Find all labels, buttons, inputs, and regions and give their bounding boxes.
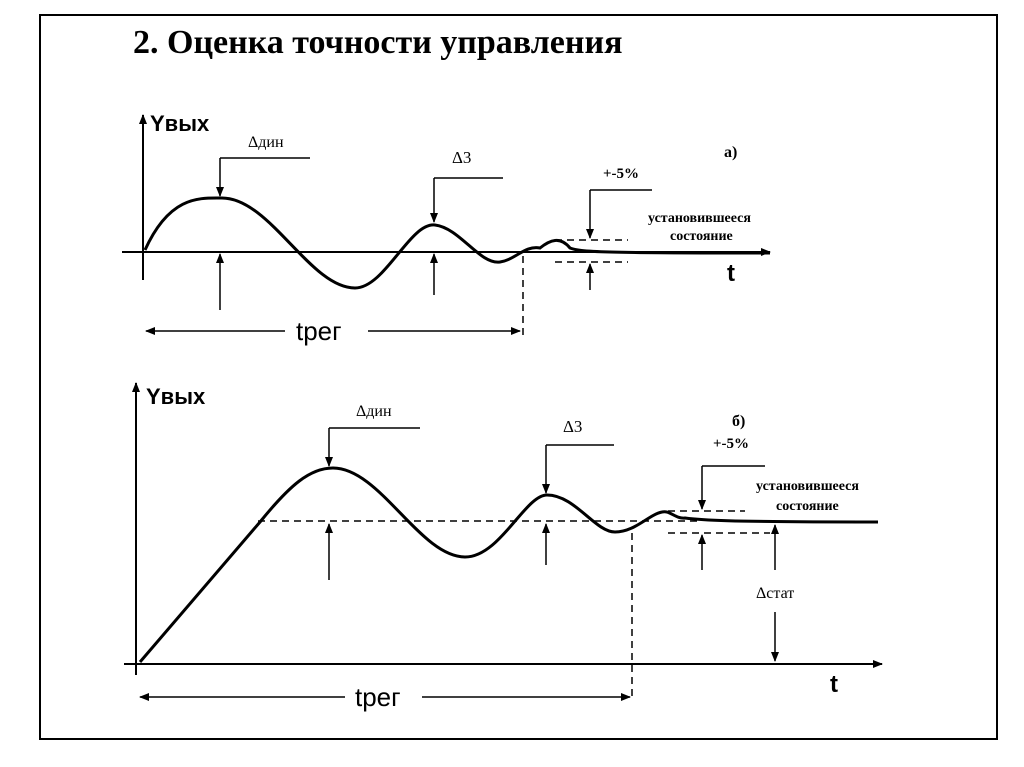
response-curve-a (143, 196, 771, 290)
y-axis-label-b: Yвых (146, 384, 206, 409)
delta3-label-b: Δ3 (563, 417, 582, 436)
steady-state-label-1-a: установившееся (648, 211, 751, 226)
tolerance-label-a: +-5% (603, 166, 639, 182)
tolerance-label-b: +-5% (713, 436, 749, 452)
diagram-b: Yвых t Δдин Δ3 +-5% б) установившееся со… (124, 382, 883, 712)
steady-state-label-2-a: состояние (670, 229, 733, 244)
diagram-tag-b: б) (732, 413, 745, 430)
delta-stat-label-b: Δстат (756, 585, 794, 602)
response-curve-b (138, 466, 879, 663)
y-axis-label-a: Yвых (150, 111, 210, 136)
delta-dyn-label-a: Δдин (248, 134, 284, 151)
steady-state-label-2-b: состояние (776, 499, 839, 514)
page-title: 2. Оценка точности управления (133, 24, 623, 61)
slide-frame (39, 14, 998, 740)
t-reg-label-a: tрег (296, 316, 342, 346)
x-axis-label-a: t (727, 260, 735, 287)
steady-state-label-1-b: установившееся (756, 479, 859, 494)
delta3-label-a: Δ3 (452, 148, 471, 167)
diagram-tag-a: а) (724, 144, 737, 161)
diagram-a: Yвых t Δдин Δ3 +-5% установившееся состо… (122, 111, 771, 346)
delta-dyn-label-b: Δдин (356, 403, 392, 420)
x-axis-label-b: t (830, 671, 838, 698)
t-reg-label-b: tрег (355, 682, 401, 712)
